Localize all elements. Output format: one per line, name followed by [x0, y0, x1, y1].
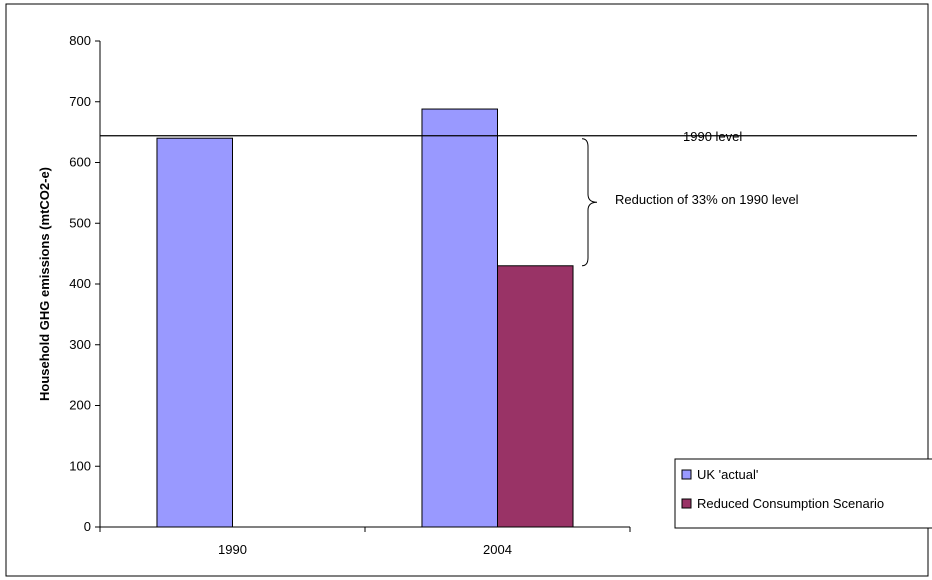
- legend-box: [674, 458, 932, 529]
- x-tick-label: 2004: [483, 542, 512, 557]
- x-tick-label: 1990: [218, 542, 247, 557]
- y-tick-label: 100: [69, 458, 91, 473]
- y-tick-label: 400: [69, 276, 91, 291]
- legend-label: UK 'actual': [697, 467, 758, 482]
- legend-swatch: [681, 469, 692, 480]
- y-tick-label: 600: [69, 155, 91, 170]
- bar: [156, 137, 234, 528]
- bar: [497, 265, 574, 528]
- reference-line-group: 1990 level: [100, 129, 917, 144]
- legend-swatch: [681, 498, 692, 509]
- reference-line-label: 1990 level: [683, 129, 742, 144]
- y-tick-label: 500: [69, 215, 91, 230]
- y-tick-label: 800: [69, 33, 91, 48]
- y-tick-label: 700: [69, 94, 91, 109]
- annotation-brace: [581, 138, 598, 267]
- y-axis-label: Household GHG emissions (mtCO2-e): [37, 167, 52, 401]
- y-tick-label: 200: [69, 398, 91, 413]
- annotation-label: Reduction of 33% on 1990 level: [615, 192, 799, 207]
- bars-group: [156, 108, 574, 528]
- legend-label: Reduced Consumption Scenario: [697, 496, 884, 511]
- annotation-group: Reduction of 33% on 1990 level: [581, 138, 799, 267]
- bar: [421, 108, 499, 528]
- y-tick-label: 300: [69, 337, 91, 352]
- y-tick-label: 0: [84, 519, 91, 534]
- legend: UK 'actual' Reduced Consumption Scenario: [674, 458, 932, 529]
